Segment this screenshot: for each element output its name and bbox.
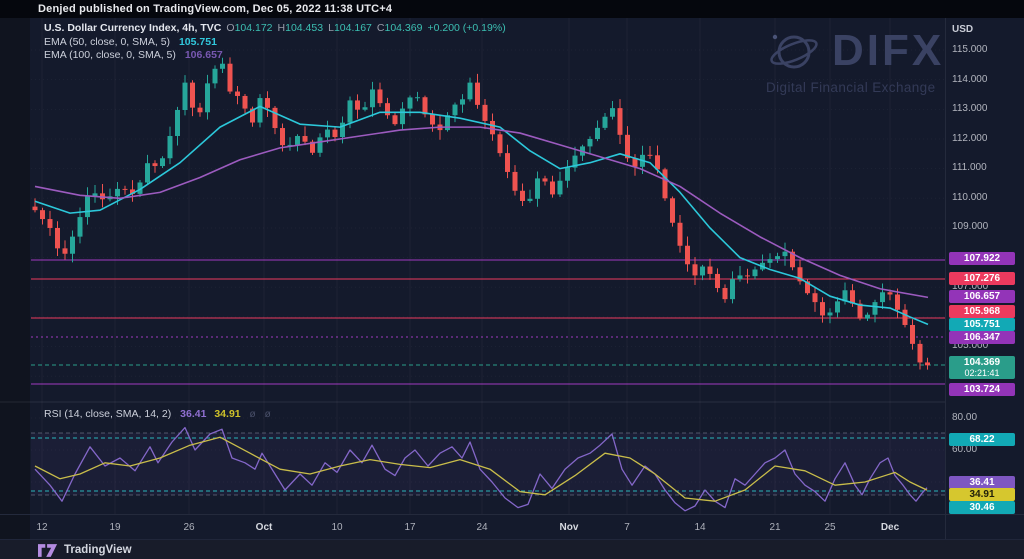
difx-brand-text: DIFX	[832, 26, 945, 75]
price-label-badge: 107.922	[949, 252, 1015, 265]
main-legend: U.S. Dollar Currency Index, 4h, TVC O104.…	[44, 22, 506, 63]
rsi-label-badge: 68.22	[949, 433, 1015, 446]
time-label: Dec	[880, 522, 900, 533]
publish-bar: Denjed published on TradingView.com, Dec…	[0, 0, 1024, 18]
ema50-label: EMA (50, close, 0, SMA, 5)	[44, 35, 171, 48]
price-label-badge: 105.751	[949, 318, 1015, 331]
time-label: 14	[694, 522, 706, 533]
price-tick: 115.000	[952, 44, 988, 55]
ohlc-key: O	[226, 22, 235, 34]
difx-watermark: DIFX Digital Financial Exchange	[766, 24, 962, 96]
rsi-label: RSI (14, close, SMA, 14, 2)	[44, 408, 172, 420]
ema50-legend-row[interactable]: EMA (50, close, 0, SMA, 5) 105.751	[44, 36, 506, 50]
rsi-value: 36.41	[180, 408, 207, 420]
time-label: 21	[769, 522, 781, 533]
symbol-title: U.S. Dollar Currency Index, 4h, TVC	[44, 22, 222, 34]
time-label: 17	[404, 522, 416, 533]
left-margin	[0, 18, 30, 539]
difx-tagline: Digital Financial Exchange	[766, 80, 936, 95]
time-label: Nov	[559, 522, 579, 533]
price-axis-border	[945, 18, 946, 539]
time-label: 12	[36, 522, 48, 533]
rsi-label-badge: 30.46	[949, 501, 1015, 514]
ohlc-values: O104.172 H104.453 L104.167 C104.369	[221, 22, 422, 34]
time-label: 25	[824, 522, 836, 533]
time-label: 7	[624, 522, 630, 533]
ema50-value: 105.751	[178, 35, 217, 48]
rsi-legend-row[interactable]: RSI (14, close, SMA, 14, 2) 36.41 34.91 …	[44, 408, 271, 420]
time-label: 10	[331, 522, 343, 533]
ema100-label: EMA (100, close, 0, SMA, 5)	[44, 49, 176, 61]
axis-currency-label: USD	[952, 24, 974, 35]
hidden-eye-icon[interactable]: ø	[249, 409, 256, 420]
difx-logo-icon	[770, 34, 818, 69]
price-label-badge: 103.724	[949, 383, 1015, 396]
change-value: +0.200 (+0.19%)	[427, 22, 506, 34]
rsi-tick: 60.00	[952, 444, 978, 455]
rsi-ma-value: 34.91	[214, 408, 241, 420]
time-label: 24	[476, 522, 488, 533]
ohlc-key: C	[376, 22, 385, 34]
ohlc-value: 104.369	[384, 22, 423, 34]
price-tick: 112.000	[952, 133, 988, 144]
ohlc-key: L	[328, 22, 334, 34]
price-tick: 113.000	[952, 103, 988, 114]
ema100-value: 106.657	[184, 49, 223, 61]
price-tick: 111.000	[952, 162, 987, 173]
price-label-badge: 107.276	[949, 272, 1015, 285]
rsi-label-badge: 36.41	[949, 476, 1015, 489]
time-label: Oct	[255, 522, 273, 533]
price-label-badge: 105.968	[949, 305, 1015, 318]
ema100-legend-row[interactable]: EMA (100, close, 0, SMA, 5) 106.657	[44, 49, 506, 63]
ohlc-value: 104.453	[285, 22, 324, 34]
price-tick: 105.000	[952, 340, 989, 351]
price-tick: 114.000	[952, 74, 988, 85]
ohlc-key: H	[277, 22, 286, 34]
ohlc-value: 104.172	[234, 22, 273, 34]
price-tick: 110.000	[952, 192, 988, 203]
price-label-badge: 106.657	[949, 290, 1015, 303]
footer-bar: TradingView	[0, 539, 1024, 559]
ohlc-value: 104.167	[333, 22, 372, 34]
hidden-eye-icon[interactable]: ø	[264, 409, 271, 420]
time-label: 19	[109, 522, 121, 533]
price-label-badge: 104.369 02:21:41	[949, 356, 1015, 379]
time-axis[interactable]: 12 19 26 Oct 10 17 24 Nov 7 14 21 25 Dec	[0, 514, 1024, 540]
price-tick: 107.000	[952, 281, 989, 292]
price-label-badge: 106.347	[949, 331, 1015, 344]
tradingview-wordmark[interactable]: TradingView	[64, 544, 132, 556]
publish-note: Denjed published on TradingView.com, Dec…	[38, 3, 393, 15]
symbol-legend-row[interactable]: U.S. Dollar Currency Index, 4h, TVC O104.…	[44, 22, 506, 36]
rsi-tick: 80.00	[952, 412, 978, 423]
tradingview-logo-icon[interactable]	[38, 543, 58, 557]
time-label: 26	[183, 522, 195, 533]
rsi-label-badge: 34.91	[949, 488, 1015, 501]
price-tick: 109.000	[952, 221, 989, 232]
